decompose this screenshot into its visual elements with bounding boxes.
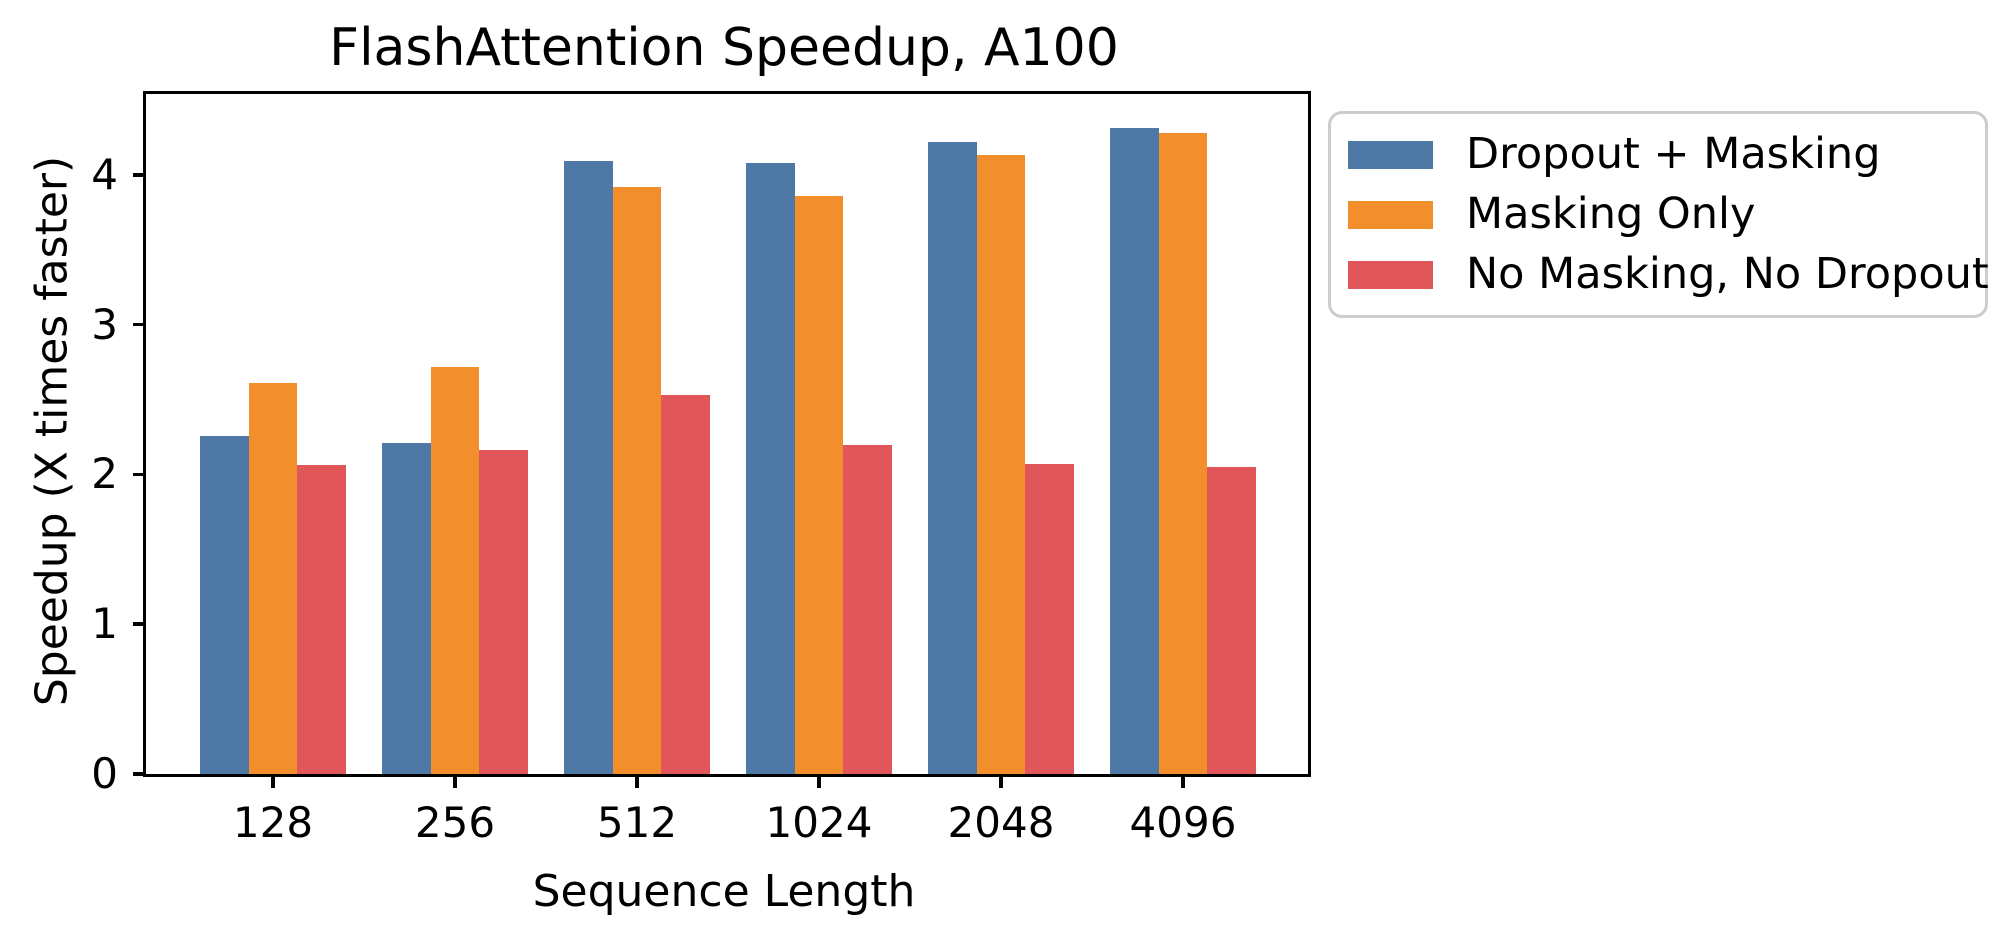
bar — [382, 443, 431, 774]
legend-item: Masking Only — [1331, 185, 1985, 245]
bar — [430, 366, 480, 774]
x-tick-mark — [635, 774, 639, 788]
bar — [200, 435, 249, 774]
bar — [1158, 132, 1208, 774]
bar — [479, 450, 528, 774]
bar — [794, 195, 844, 774]
x-tick-label: 2048 — [947, 798, 1055, 847]
bar — [297, 465, 346, 774]
y-tick-label: 4 — [91, 149, 118, 199]
legend-swatch-icon — [1348, 260, 1433, 289]
bar — [843, 444, 892, 774]
bar — [1110, 128, 1159, 774]
y-tick-label: 0 — [91, 749, 118, 798]
legend-label: Dropout + Masking — [1466, 129, 1881, 179]
bar — [661, 395, 710, 774]
y-tick-mark — [132, 322, 144, 327]
x-tick-mark — [999, 774, 1003, 788]
bar — [746, 162, 795, 774]
legend-label: No Masking, No Dropout — [1466, 249, 1989, 299]
legend-item: No Masking, No Dropout — [1331, 245, 1989, 305]
bar — [976, 155, 1026, 774]
bar — [248, 383, 298, 774]
x-tick-mark — [271, 774, 275, 788]
x-tick-label: 1024 — [765, 798, 873, 847]
x-tick-label: 128 — [232, 798, 314, 847]
y-tick-mark — [132, 173, 144, 177]
x-tick-label: 512 — [596, 798, 678, 847]
y-tick-label: 1 — [91, 599, 118, 649]
legend-item: Dropout + Masking — [1331, 125, 1985, 185]
x-axis-label: Sequence Length — [532, 866, 916, 917]
chart-title: FlashAttention Speedup, A100 — [329, 18, 1119, 78]
y-tick-mark — [132, 472, 144, 477]
x-tick-mark — [817, 774, 821, 788]
bar — [564, 161, 613, 774]
x-tick-label: 256 — [414, 798, 496, 847]
bar — [612, 186, 662, 774]
y-tick-label: 3 — [91, 299, 118, 349]
x-tick-label: 4096 — [1129, 798, 1237, 847]
x-tick-mark — [1181, 774, 1185, 788]
legend-label: Masking Only — [1466, 189, 1756, 239]
legend-swatch-icon — [1348, 140, 1433, 169]
legend: Dropout + Masking Masking Only No Maskin… — [1328, 111, 1989, 318]
legend-swatch-icon — [1348, 200, 1433, 229]
y-tick-mark — [132, 772, 144, 776]
bar — [928, 141, 977, 774]
bar — [1025, 463, 1074, 774]
x-tick-mark — [453, 774, 457, 788]
y-tick-mark — [132, 622, 144, 626]
plot-area: 0 1 2 3 4 128 256 512 1024 2048 4096 — [91, 91, 1311, 846]
bar — [1207, 466, 1256, 774]
y-tick-label: 2 — [91, 449, 118, 499]
